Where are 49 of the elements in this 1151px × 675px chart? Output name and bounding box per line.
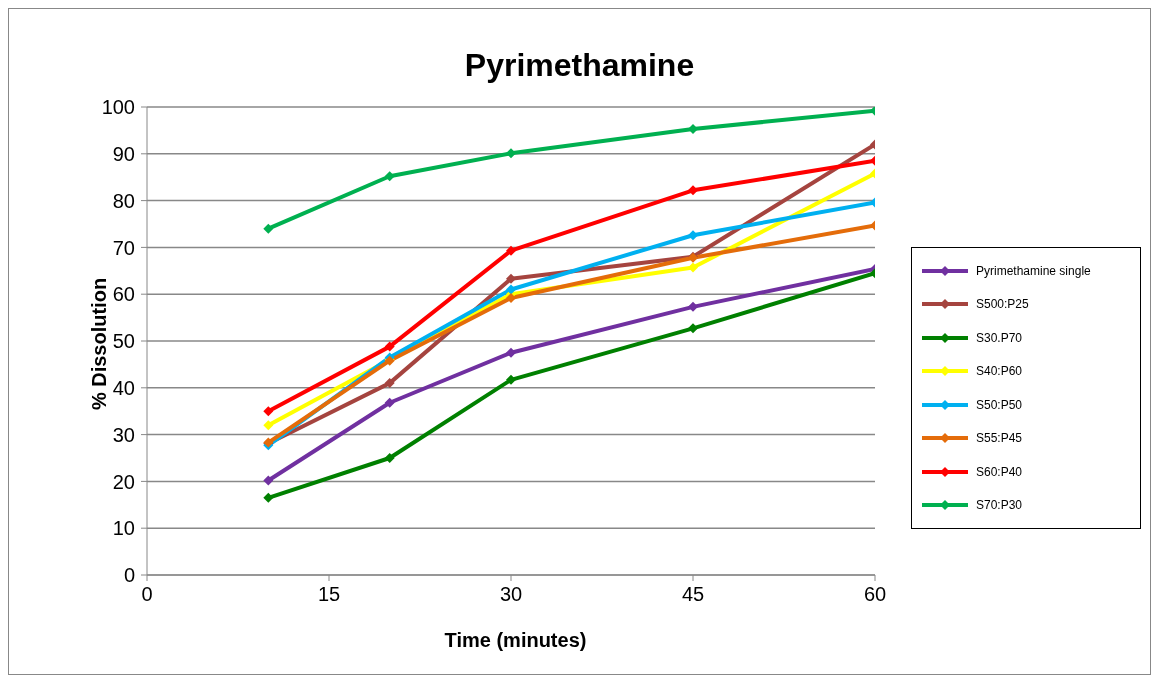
point bbox=[384, 397, 395, 408]
point bbox=[688, 323, 698, 334]
y-tick-label: 50 bbox=[112, 330, 135, 353]
y-axis-title: % Dissolution bbox=[87, 277, 111, 411]
y-tick-label: 30 bbox=[112, 423, 135, 446]
x-tick-label: 0 bbox=[141, 583, 153, 606]
legend-label: S55:P45 bbox=[976, 431, 1023, 446]
point bbox=[688, 230, 698, 241]
x-tick-label: 45 bbox=[681, 583, 705, 606]
y-tick-label: 90 bbox=[112, 142, 135, 165]
x-axis-title: Time (minutes) bbox=[443, 629, 588, 652]
y-tick-label: 100 bbox=[101, 96, 135, 119]
point bbox=[688, 262, 698, 273]
y-tick-label: 20 bbox=[112, 470, 135, 493]
point bbox=[263, 406, 274, 417]
x-tick-label: 15 bbox=[317, 583, 341, 606]
point bbox=[506, 148, 516, 159]
x-tick-label: 60 bbox=[863, 583, 887, 606]
y-tick-label: 80 bbox=[112, 189, 135, 212]
point bbox=[384, 341, 395, 352]
point bbox=[688, 301, 698, 312]
point bbox=[506, 374, 516, 385]
point bbox=[688, 185, 698, 196]
point bbox=[506, 347, 516, 358]
point bbox=[263, 223, 274, 234]
x-tick-label: 30 bbox=[499, 583, 523, 606]
chart-title: Pyrimethamine bbox=[463, 47, 696, 84]
point bbox=[506, 284, 516, 295]
y-tick-label: 0 bbox=[123, 564, 135, 587]
legend-label: S40:P60 bbox=[976, 364, 1023, 379]
y-tick-label: 10 bbox=[112, 517, 135, 540]
legend-label: S50:P50 bbox=[976, 397, 1023, 412]
point bbox=[263, 475, 274, 486]
y-tick-label: 60 bbox=[112, 283, 135, 306]
point bbox=[384, 378, 395, 389]
y-tick-label: 70 bbox=[112, 236, 135, 259]
y-tick-label: 40 bbox=[112, 376, 135, 399]
point bbox=[263, 492, 274, 503]
point bbox=[384, 171, 395, 182]
point bbox=[506, 273, 516, 284]
legend-label: S70:P30 bbox=[976, 498, 1023, 513]
legend-label: Pyrimethamine single bbox=[976, 263, 1091, 278]
point bbox=[384, 453, 395, 463]
point bbox=[506, 245, 516, 256]
legend-label: S60:P40 bbox=[976, 464, 1023, 479]
point bbox=[688, 124, 698, 134]
legend-label: S500:P25 bbox=[976, 297, 1029, 312]
legend-label: S30.P70 bbox=[976, 330, 1023, 345]
point bbox=[263, 420, 274, 431]
